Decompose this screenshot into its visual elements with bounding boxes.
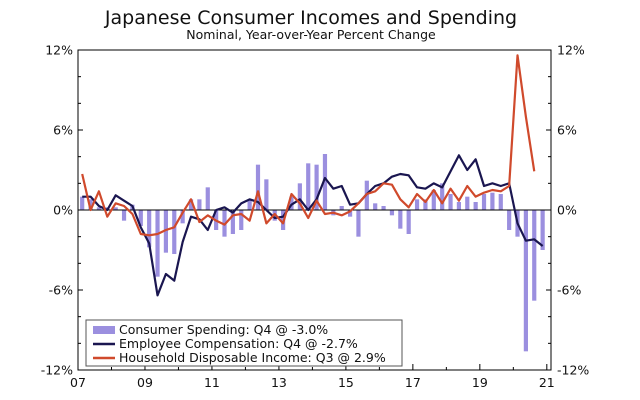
bar-consumer-spending [255, 164, 261, 210]
bar-consumer-spending [540, 210, 545, 250]
line-employee-compensation [82, 154, 544, 297]
bar-consumer-spending [389, 210, 395, 216]
bar-consumer-spending [155, 210, 160, 277]
bar-consumer-spending [163, 210, 168, 253]
bar-consumer-spending [80, 196, 85, 210]
legend-label-consumer-spending: Consumer Spending: Q4 @ -3.0% [119, 322, 328, 337]
line-household-disposable-income [81, 54, 536, 237]
bar-consumer-spending [188, 199, 194, 210]
y-tick-label-left: 6% [53, 123, 73, 138]
bar-consumer-spending [490, 192, 495, 210]
bar-consumer-spending [239, 210, 244, 230]
x-tick-label: 21 [539, 375, 555, 390]
x-tick-label: 11 [204, 375, 220, 390]
bar-consumer-spending [314, 164, 319, 210]
bar-consumer-spending [440, 183, 445, 210]
bar-consumer-spending [138, 210, 143, 226]
y-tick-label-right: 0% [557, 203, 577, 218]
y-tick-label-right: -6% [557, 283, 581, 298]
x-tick-label: 09 [137, 375, 153, 390]
legend: Consumer Spending: Q4 @ -3.0% Employee C… [85, 319, 403, 367]
legend-label-employee-compensation: Employee Compensation: Q4 @ -2.7% [119, 336, 358, 351]
bar-consumer-spending [230, 210, 235, 234]
bar-consumer-spending [197, 199, 202, 210]
x-tick-label: 07 [70, 375, 86, 390]
bar-consumer-spending [456, 202, 462, 210]
bar-consumer-spending [172, 210, 177, 254]
bar-consumer-spending [121, 210, 127, 221]
bar-consumer-spending [523, 210, 528, 352]
bar-consumer-spending [289, 196, 294, 210]
y-tick-label-right: 6% [557, 123, 577, 138]
bar-consumer-spending [113, 207, 118, 210]
bar-consumer-spending [88, 199, 93, 210]
y-tick-label-left: 12% [45, 43, 73, 58]
bar-consumer-spending [473, 202, 478, 210]
bar-consumer-spending [180, 210, 185, 224]
y-axis-left: 12% 6% 0% -6% -12% [41, 43, 83, 378]
line-series [81, 54, 544, 297]
bar-consumer-spending [356, 210, 361, 237]
x-axis: 07 09 11 13 15 17 19 21 [70, 364, 555, 390]
bar-consumer-spending [205, 187, 210, 210]
bar-consumer-spending [247, 199, 252, 210]
chart-title: Japanese Consumer Incomes and Spending [104, 7, 517, 29]
bar-consumer-spending [347, 210, 353, 217]
bar-consumer-spending [306, 163, 311, 210]
legend-box [85, 319, 403, 367]
y-tick-label-left: 0% [53, 203, 73, 218]
bar-consumer-spending [398, 210, 403, 229]
legend-swatch-consumer-spending [93, 326, 115, 334]
bar-consumer-spending [465, 196, 470, 210]
bar-consumer-spending [414, 199, 420, 210]
bar-consumer-spending [448, 194, 453, 210]
bar-consumer-spending [481, 194, 487, 210]
bar-consumer-spending [532, 210, 537, 301]
bar-consumer-spending [96, 207, 102, 210]
legend-label-household-income: Household Disposable Income: Q3 @ 2.9% [119, 350, 386, 365]
y-tick-label-left: -6% [49, 283, 73, 298]
bar-consumer-spending [498, 194, 503, 210]
y-tick-label-right: -12% [557, 363, 589, 378]
bar-consumer-spending [431, 190, 436, 210]
bar-consumer-spending [373, 203, 378, 210]
y-axis-right: 12% 6% 0% -6% -12% [546, 43, 589, 378]
bar-consumer-spending [339, 206, 344, 210]
x-tick-label: 17 [405, 375, 421, 390]
x-tick-label: 13 [271, 375, 287, 390]
chart-subtitle: Nominal, Year-over-Year Percent Change [186, 27, 436, 42]
bar-consumer-spending [423, 199, 428, 210]
y-tick-label-left: -12% [41, 363, 73, 378]
bar-consumer-spending [406, 210, 411, 234]
bar-consumer-spending [147, 210, 152, 248]
bar-consumer-spending [264, 179, 269, 210]
bar-consumer-spending [322, 154, 328, 210]
x-tick-label: 19 [472, 375, 488, 390]
x-tick-label: 15 [338, 375, 354, 390]
bar-consumer-spending [507, 210, 512, 230]
bar-consumer-spending [297, 183, 302, 210]
y-tick-label-right: 12% [557, 43, 585, 58]
bar-consumer-spending [381, 206, 386, 210]
